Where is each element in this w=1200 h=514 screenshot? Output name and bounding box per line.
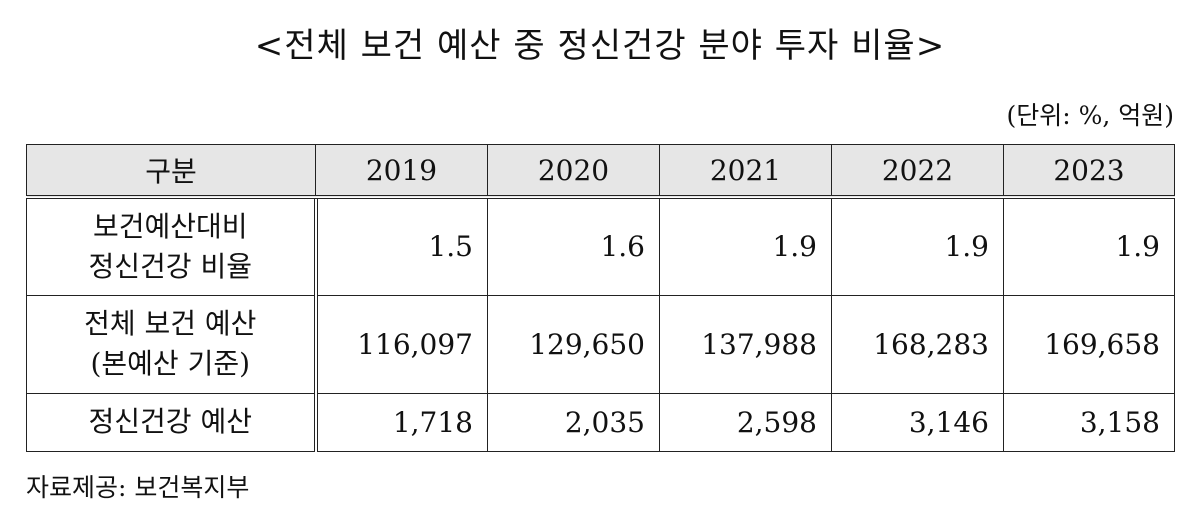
- table-row: 보건예산대비 정신건강 비율 1.5 1.6 1.9 1.9 1.9: [26, 196, 1175, 296]
- header-year-2021: 2021: [659, 144, 832, 199]
- row-label-mental-budget: 정신건강 예산: [26, 392, 318, 452]
- table-cell: 168,283: [831, 294, 1004, 394]
- table-row: 정신건강 예산 1,718 2,035 2,598 3,146 3,158: [26, 392, 1175, 452]
- table-title: <전체 보건 예산 중 정신건강 분야 투자 비율>: [254, 26, 946, 66]
- budget-table: 구분 2019 2020 2021 2022 2023 보건예산대비 정신건강 …: [26, 144, 1175, 452]
- row-label-line: 전체 보건 예산: [84, 307, 257, 340]
- header-year-2023: 2023: [1003, 144, 1175, 199]
- row-label-ratio: 보건예산대비 정신건강 비율: [26, 196, 318, 296]
- table-row: 전체 보건 예산 (본예산 기준) 116,097 129,650 137,98…: [26, 294, 1175, 394]
- table-cell: 3,158: [1003, 392, 1175, 452]
- header-year-2019: 2019: [315, 144, 488, 199]
- row-label-line: (본예산 기준): [90, 347, 251, 380]
- table-cell: 1.6: [487, 196, 660, 296]
- row-label-total-budget: 전체 보건 예산 (본예산 기준): [26, 294, 318, 394]
- table-cell: 2,035: [487, 392, 660, 452]
- header-row: 구분 2019 2020 2021 2022 2023: [26, 144, 1175, 199]
- table-cell: 169,658: [1003, 294, 1175, 394]
- header-year-2020: 2020: [487, 144, 660, 199]
- row-label-line: 보건예산대비: [92, 209, 248, 243]
- header-category: 구분: [26, 144, 316, 199]
- table-cell: 1,718: [315, 392, 488, 452]
- table-cell: 2,598: [659, 392, 832, 452]
- table-cell: 1.9: [1003, 196, 1175, 296]
- table-cell: 1.9: [831, 196, 1004, 296]
- table-cell: 116,097: [315, 294, 488, 394]
- header-year-2022: 2022: [831, 144, 1004, 199]
- source-note: 자료제공: 보건복지부: [26, 473, 250, 502]
- table-cell: 137,988: [659, 294, 832, 394]
- table-cell: 1.9: [659, 196, 832, 296]
- row-label-line: 정신건강 비율: [88, 249, 252, 283]
- unit-note: (단위: %, 억원): [1006, 101, 1174, 130]
- table-cell: 3,146: [831, 392, 1004, 452]
- table-cell: 129,650: [487, 294, 660, 394]
- table-cell: 1.5: [315, 196, 488, 296]
